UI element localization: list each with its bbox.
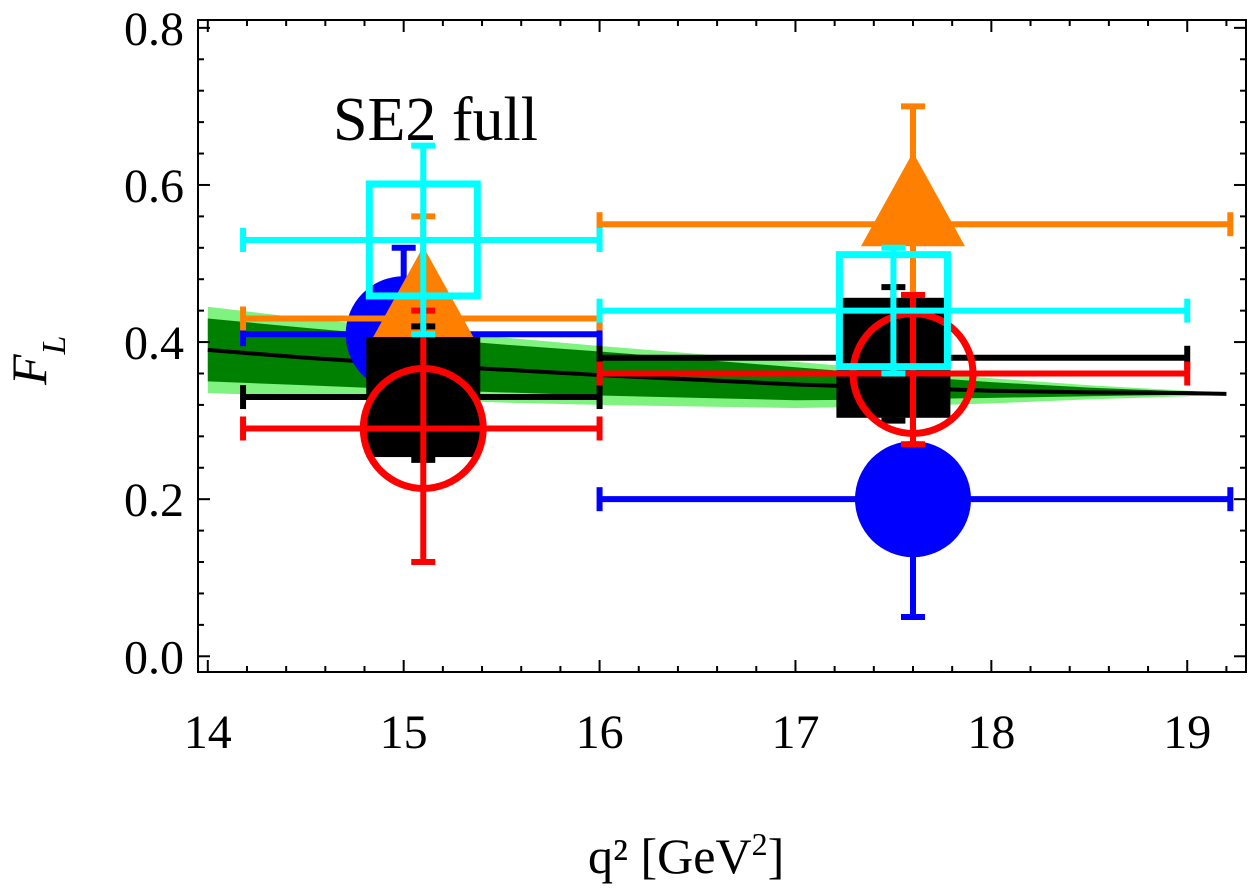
x-tick-label: 18: [967, 706, 1015, 759]
tick-labels: 14 15 16 17 18 19 0.0 0.2 0.4 0.6 0.8: [124, 3, 1211, 759]
y-axis-label: FL: [1, 336, 73, 386]
data-point: [596, 409, 1234, 621]
marker-open-circle: [359, 364, 487, 492]
x-tick-label: 17: [771, 706, 819, 759]
y-tick-label: 0.0: [124, 631, 184, 684]
marker-open-square: [835, 251, 951, 371]
data-point: [240, 142, 603, 338]
y-tick-label: 0.6: [124, 160, 184, 213]
data-points: [240, 103, 1234, 621]
y-tick-label: 0.2: [124, 474, 184, 527]
data-point: [240, 307, 603, 566]
annotation-label: SE2 full: [333, 86, 538, 154]
x-tick-label: 16: [576, 706, 624, 759]
plot-frame: [197, 19, 1247, 673]
data-point: [596, 244, 1191, 377]
marker-open-square: [365, 180, 481, 300]
x-tick-label: 19: [1163, 706, 1211, 759]
x-tick-label: 15: [380, 706, 428, 759]
y-tick-label: 0.8: [124, 3, 184, 56]
x-tick-label: 14: [184, 706, 232, 759]
x-axis-label: q² [GeV2]: [588, 826, 784, 884]
y-tick-label: 0.4: [124, 317, 184, 370]
